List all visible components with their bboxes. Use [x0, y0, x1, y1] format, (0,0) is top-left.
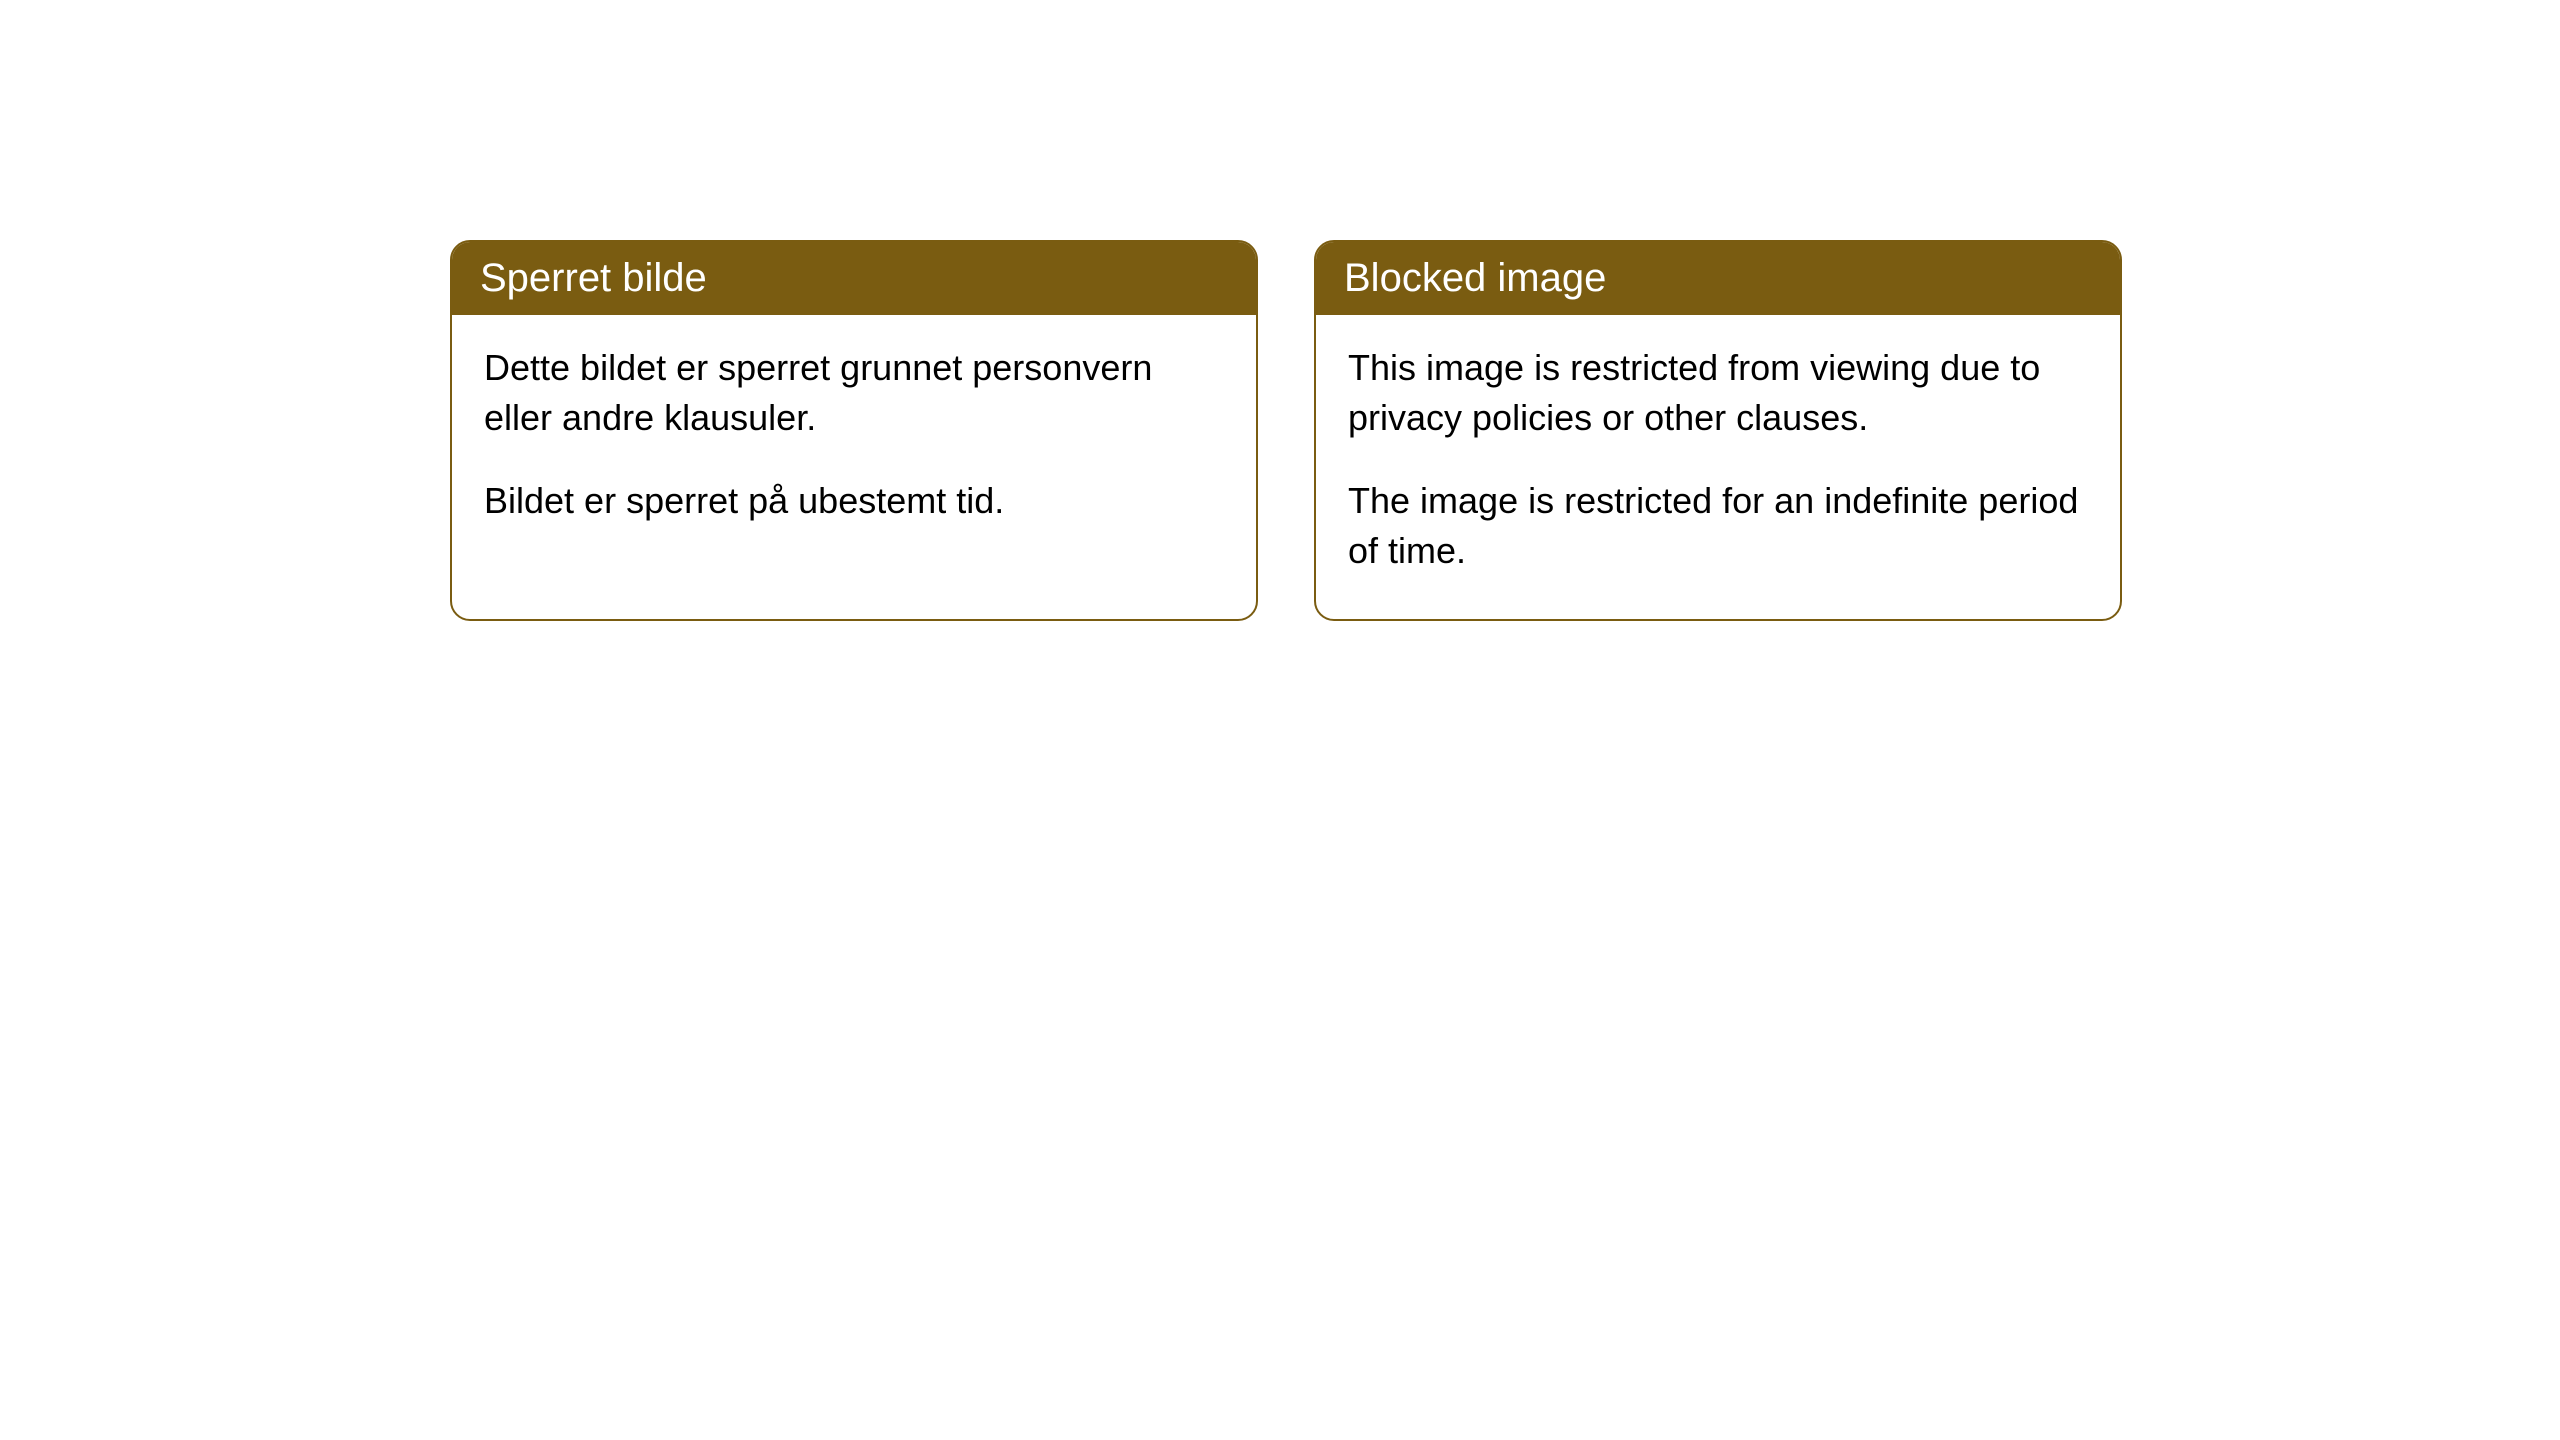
- card-paragraph: The image is restricted for an indefinit…: [1348, 476, 2088, 577]
- card-title: Sperret bilde: [480, 256, 707, 300]
- card-title: Blocked image: [1344, 256, 1606, 300]
- card-paragraph: Dette bildet er sperret grunnet personve…: [484, 343, 1224, 444]
- notice-cards-container: Sperret bilde Dette bildet er sperret gr…: [0, 0, 2560, 621]
- blocked-image-card-english: Blocked image This image is restricted f…: [1314, 240, 2122, 621]
- blocked-image-card-norwegian: Sperret bilde Dette bildet er sperret gr…: [450, 240, 1258, 621]
- card-header: Blocked image: [1316, 242, 2120, 315]
- card-header: Sperret bilde: [452, 242, 1256, 315]
- card-paragraph: Bildet er sperret på ubestemt tid.: [484, 476, 1224, 526]
- card-body: Dette bildet er sperret grunnet personve…: [452, 315, 1256, 568]
- card-paragraph: This image is restricted from viewing du…: [1348, 343, 2088, 444]
- card-body: This image is restricted from viewing du…: [1316, 315, 2120, 619]
